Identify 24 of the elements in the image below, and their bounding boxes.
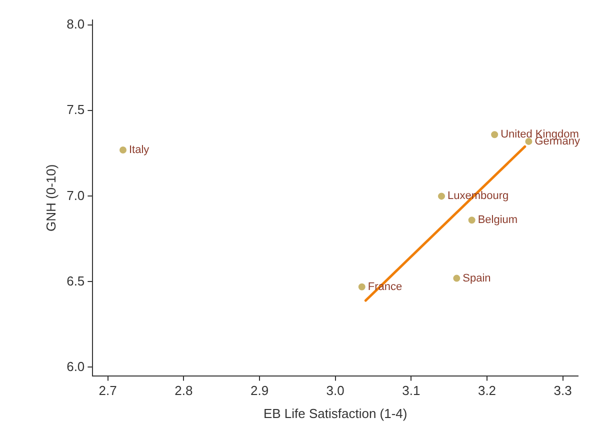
y-tick-label: 8.0 [66,16,85,32]
y-tick-label: 7.5 [66,102,85,118]
x-tick-label: 3.0 [326,383,344,398]
point [438,192,445,200]
point [491,131,498,138]
y-axis-title: GNH (0-10) [43,164,58,232]
x-tick-label: 3.1 [402,383,420,398]
x-axis-title: EB Life Satisfaction (1-4) [263,406,408,421]
point [120,146,127,154]
x-tick-label: 3.2 [478,383,496,398]
point [453,274,460,282]
annotation: Italy [129,144,150,156]
annotation: Spain [462,272,491,284]
y-tick-label: 7.0 [66,188,85,203]
y-tick-label: 6.0 [66,358,85,374]
x-tick-label: 2.9 [250,383,269,398]
point [468,216,476,224]
x-tick-label: 3.3 [554,383,572,398]
y-tick-label: 6.5 [66,273,85,288]
point [525,138,532,145]
annotation: Belgium [478,214,518,226]
x-tick-label: 2.8 [174,383,193,398]
point [358,283,366,290]
x-tick-label: 2.7 [98,383,117,398]
